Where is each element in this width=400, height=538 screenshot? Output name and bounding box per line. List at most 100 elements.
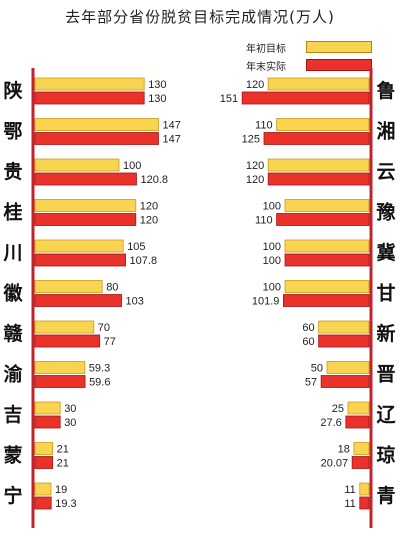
bar-target-left-10	[34, 482, 52, 496]
province-label-right-6: 新	[376, 322, 395, 345]
bar-target-right-2	[267, 158, 370, 172]
value-actual-left-2: 120.8	[140, 174, 168, 186]
bar-target-left-3	[34, 199, 137, 212]
bar-actual-right-7	[320, 375, 370, 388]
value-actual-left-1: 147	[162, 134, 180, 146]
bar-actual-left-1	[34, 132, 159, 145]
bar-actual-left-9	[34, 456, 54, 469]
value-target-right-8: 25	[332, 403, 344, 415]
bar-target-left-7	[34, 361, 86, 374]
value-actual-left-3: 120	[140, 215, 158, 227]
bar-actual-right-0	[241, 91, 370, 105]
bar-target-left-6	[34, 320, 95, 334]
bar-actual-left-4	[34, 253, 126, 267]
value-target-left-3: 120	[140, 201, 158, 213]
value-target-right-4: 100	[263, 241, 281, 253]
value-target-right-5: 100	[263, 282, 281, 294]
province-label-right-5: 甘	[376, 283, 395, 305]
value-actual-left-10: 19.3	[55, 498, 76, 510]
bar-actual-left-7	[34, 375, 86, 388]
bar-target-right-0	[267, 77, 370, 91]
province-label-0: 陕	[3, 79, 22, 102]
province-label-2: 贵	[3, 161, 22, 183]
bar-target-left-2	[34, 158, 120, 172]
province-label-10: 宁	[3, 484, 22, 507]
value-target-right-10: 11	[344, 484, 355, 496]
legend-swatch-target	[306, 41, 372, 53]
value-target-right-2: 120	[246, 160, 264, 172]
bar-actual-left-0	[34, 91, 145, 105]
value-actual-left-9: 21	[57, 458, 69, 470]
bar-actual-right-4	[284, 253, 370, 267]
legend-item-actual: 年末实际	[246, 58, 372, 73]
value-actual-right-8: 27.6	[320, 417, 341, 429]
value-actual-right-3: 110	[255, 215, 273, 227]
value-actual-left-4: 107.8	[130, 255, 158, 267]
value-target-left-7: 59.3	[89, 363, 110, 375]
bar-actual-right-3	[276, 213, 370, 226]
province-label-4: 川	[2, 242, 22, 264]
value-target-left-5: 80	[106, 282, 118, 294]
province-label-right-7: 晋	[376, 364, 395, 386]
value-target-right-7: 50	[311, 363, 323, 375]
bar-target-right-8	[347, 401, 370, 415]
value-target-right-3: 100	[263, 201, 281, 213]
bar-actual-right-1	[263, 132, 370, 145]
bar-target-right-9	[353, 442, 370, 455]
value-actual-right-2: 120	[246, 174, 264, 186]
legend: 年初目标 年末实际	[246, 40, 372, 76]
bar-target-right-1	[276, 118, 370, 131]
bar-target-right-10	[359, 482, 370, 496]
province-label-right-10: 青	[376, 485, 395, 507]
bar-target-right-5	[284, 280, 370, 293]
value-target-right-0: 120	[246, 79, 264, 91]
province-label-right-8: 辽	[376, 404, 395, 426]
province-label-1: 鄂	[3, 121, 22, 143]
value-actual-right-7: 57	[305, 377, 317, 389]
bar-actual-left-10	[34, 496, 52, 510]
bar-target-right-6	[318, 320, 370, 334]
bar-actual-left-3	[34, 213, 137, 226]
value-target-left-9: 21	[57, 444, 69, 456]
province-label-6: 赣	[3, 322, 23, 345]
province-label-9: 蒙	[3, 445, 22, 467]
province-label-3: 桂	[2, 201, 22, 224]
bar-target-left-5	[34, 280, 103, 293]
province-label-5: 徽	[2, 282, 23, 305]
value-actual-left-7: 59.6	[89, 377, 110, 389]
value-target-right-6: 60	[302, 322, 314, 334]
value-actual-right-10: 11	[344, 498, 355, 510]
province-label-right-9: 琼	[376, 444, 395, 467]
value-target-left-2: 100	[123, 160, 141, 172]
legend-item-target: 年初目标	[246, 40, 372, 55]
value-target-left-10: 19	[55, 484, 67, 496]
bar-target-left-4	[34, 239, 124, 253]
chart-title: 去年部分省份脱贫目标完成情况(万人)	[65, 8, 335, 26]
value-actual-right-9: 20.07	[321, 458, 349, 470]
bar-target-left-1	[34, 118, 159, 131]
bar-actual-right-2	[267, 172, 370, 186]
province-label-right-0: 鲁	[375, 79, 395, 102]
value-actual-left-6: 77	[104, 336, 116, 348]
value-target-right-1: 110	[255, 120, 273, 132]
bar-actual-left-2	[34, 172, 137, 186]
bar-actual-left-8	[34, 415, 61, 429]
value-target-left-4: 105	[127, 241, 145, 253]
province-label-right-3: 豫	[376, 201, 395, 224]
value-actual-right-5: 101.9	[252, 296, 280, 308]
bar-target-right-7	[326, 361, 370, 374]
province-label-8: 吉	[3, 403, 22, 426]
province-label-7: 渝	[3, 363, 23, 386]
value-target-left-8: 30	[64, 403, 76, 415]
bar-actual-right-10	[359, 496, 370, 510]
value-actual-left-8: 30	[64, 417, 76, 429]
legend-label-target: 年初目标	[246, 43, 286, 55]
province-label-right-1: 湘	[376, 120, 395, 143]
value-actual-left-5: 103	[126, 296, 144, 308]
value-actual-right-4: 100	[263, 255, 281, 267]
bar-actual-right-5	[283, 294, 370, 307]
bar-actual-right-6	[318, 334, 370, 348]
value-target-left-0: 130	[148, 79, 166, 91]
bar-target-left-9	[34, 442, 54, 455]
